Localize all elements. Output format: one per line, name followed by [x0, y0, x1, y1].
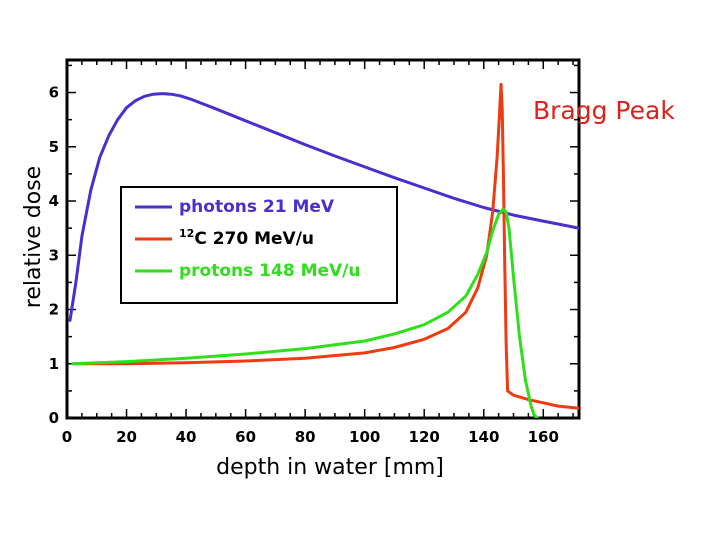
series-lines: [68, 82, 579, 418]
x-tick-label: 80: [295, 428, 316, 446]
bragg-peak-annotation: Bragg Peak: [533, 96, 675, 125]
series-line-2: [71, 207, 539, 418]
x-axis-title: depth in water [mm]: [216, 455, 444, 480]
y-axis-title: relative dose: [21, 166, 46, 308]
x-tick-label: 120: [409, 428, 440, 446]
legend-label-sup: 12: [179, 227, 194, 240]
x-tick-label: 100: [349, 428, 380, 446]
legend-label-0: photons 21 MeV: [179, 197, 335, 217]
y-tick-label: 0: [49, 409, 59, 427]
x-tick-label: 40: [176, 428, 197, 446]
y-tick-label: 4: [49, 192, 59, 210]
legend: photons 21 MeV 12C 270 MeV/u protons 148 M…: [120, 186, 398, 304]
y-tick-label: 2: [49, 301, 59, 319]
x-tick-label: 20: [116, 428, 137, 446]
legend-label-text: photons 21 MeV: [179, 197, 335, 217]
legend-label-1: 12C 270 MeV/u: [179, 227, 314, 249]
legend-items: photons 21 MeV 12C 270 MeV/u protons 148 M…: [135, 197, 361, 281]
y-tick-label: 6: [49, 84, 59, 102]
y-tick-label: 5: [49, 138, 59, 156]
y-tick-label: 3: [49, 246, 59, 264]
x-tick-label: 60: [235, 428, 256, 446]
legend-label-text: C 270 MeV/u: [194, 229, 314, 249]
y-tick-label: 1: [49, 355, 59, 373]
x-tick-label: 160: [528, 428, 559, 446]
y-tick-labels: 0 1 2 3 4 5 6: [49, 84, 59, 427]
legend-label-text: protons 148 MeV/u: [179, 261, 361, 281]
series-line-1: [71, 82, 579, 410]
x-tick-label: 0: [62, 428, 72, 446]
x-tick-label: 140: [468, 428, 499, 446]
legend-label-2: protons 148 MeV/u: [179, 261, 361, 281]
series-line-0: [68, 92, 579, 322]
x-tick-labels: 0 20 40 60 80 100 120 140 160: [62, 428, 559, 446]
axis-ticks: [66, 60, 579, 419]
